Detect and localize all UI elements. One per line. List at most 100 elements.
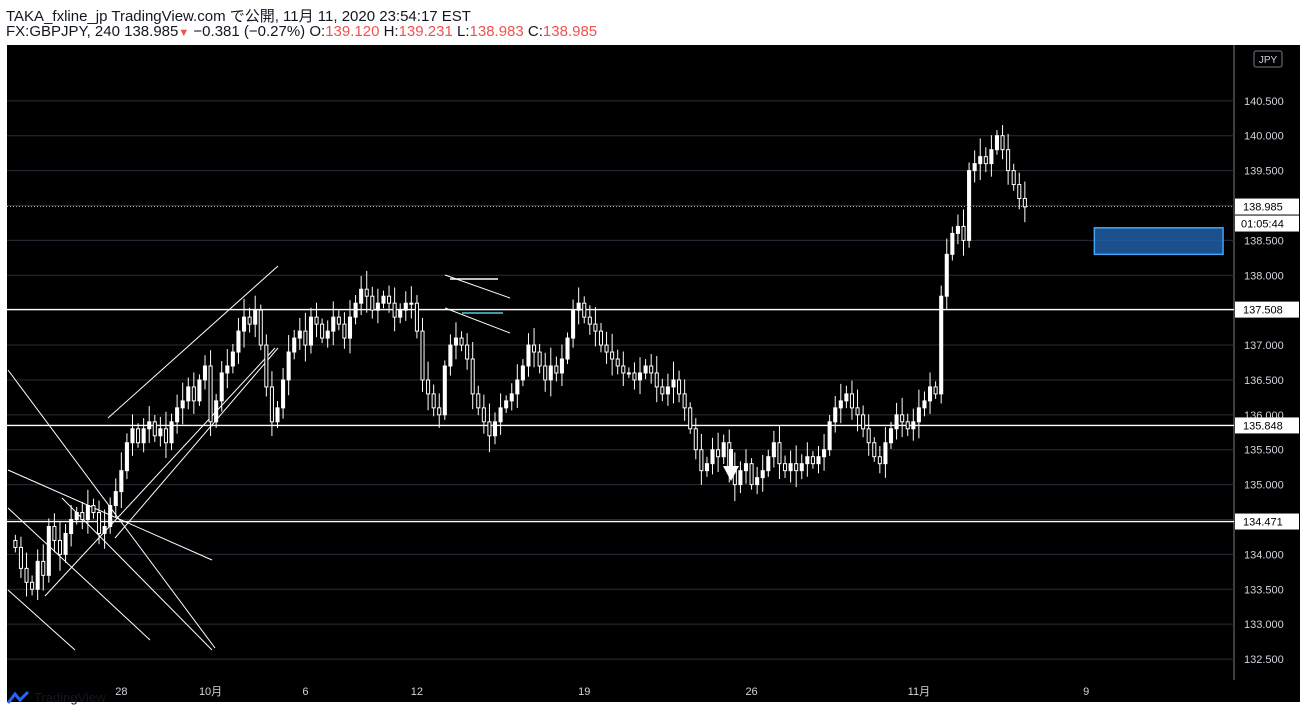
y-tick-label: 135.000 <box>1244 480 1284 492</box>
candle-body <box>855 407 860 416</box>
close-value: 138.985 <box>542 23 598 40</box>
candle-body <box>303 330 308 346</box>
candle-body <box>202 365 208 381</box>
candle-body <box>894 414 899 430</box>
candle-body <box>197 379 202 402</box>
y-tick-label: 133.000 <box>1244 619 1284 631</box>
candle-body <box>933 386 938 395</box>
candle-body <box>18 546 23 569</box>
candle-body <box>626 372 631 375</box>
plot-area <box>7 45 1234 680</box>
candle-body <box>275 407 280 423</box>
trend-line <box>44 347 276 597</box>
candle-body <box>805 456 810 465</box>
candle-body <box>693 428 698 451</box>
candle-body <box>253 309 258 325</box>
candle-body <box>286 351 291 381</box>
candle-body <box>760 470 765 479</box>
candle-body <box>598 330 604 346</box>
candle-body <box>314 316 319 325</box>
x-tick-label: 6 <box>302 686 308 698</box>
x-tick-label: 11月 <box>908 686 930 698</box>
candle-body <box>900 414 905 423</box>
open-label: O: <box>309 23 326 40</box>
candle-body <box>264 344 269 388</box>
candle-body <box>615 358 620 367</box>
candle-body <box>331 316 336 332</box>
candle-body <box>610 351 615 360</box>
y-tick-label: 132.500 <box>1244 654 1284 666</box>
candle-body <box>13 539 18 548</box>
candle-body <box>928 386 933 402</box>
candle-body <box>124 442 129 472</box>
demand-zone-box <box>1093 227 1224 256</box>
candle-body <box>498 407 503 423</box>
candle-body <box>175 407 180 423</box>
candle-body <box>844 393 849 402</box>
candle-body <box>571 309 576 339</box>
candle-body <box>297 330 302 339</box>
candle-body <box>688 407 693 430</box>
candle-body <box>515 379 520 395</box>
candle-body <box>526 344 531 367</box>
candle-body <box>777 442 782 465</box>
candle-body <box>704 463 709 472</box>
candle-body <box>1011 170 1016 186</box>
candle-body <box>861 414 866 430</box>
candle-body <box>113 491 118 507</box>
candle-body <box>955 225 960 234</box>
candle-body <box>682 393 687 409</box>
price-axis <box>1234 45 1300 680</box>
low-label: L: <box>457 23 470 40</box>
y-tick-label: 140.500 <box>1244 96 1284 108</box>
change-value: −0.381 (−0.27%) <box>193 23 306 40</box>
candle-body <box>147 421 152 430</box>
high-value: 139.231 <box>398 23 453 40</box>
candle-body <box>169 421 174 444</box>
candle-body <box>632 372 637 381</box>
x-tick-label: 19 <box>578 686 590 698</box>
y-tick-label: 137.000 <box>1244 340 1284 352</box>
x-tick-label: 26 <box>745 686 757 698</box>
candle-body <box>242 316 247 332</box>
candle-body <box>414 302 419 332</box>
candle-body <box>325 330 330 339</box>
candle-body <box>833 407 838 423</box>
y-tick-label: 135.500 <box>1244 445 1284 457</box>
last-price-box <box>1235 198 1299 215</box>
candle-body <box>158 428 163 437</box>
trend-line <box>114 347 279 539</box>
candle-body <box>888 428 894 444</box>
candle-body <box>225 365 230 374</box>
candle-body <box>637 372 643 381</box>
candle-body <box>677 379 682 395</box>
level-label-box <box>1235 301 1299 318</box>
candle-body <box>1017 184 1022 200</box>
candle-body <box>269 386 274 423</box>
y-tick-label: 134.000 <box>1244 549 1284 561</box>
candle-body <box>939 295 944 395</box>
candle-body <box>587 316 592 325</box>
candle-body <box>849 393 854 409</box>
candle-body <box>738 470 743 486</box>
candle-body <box>593 323 598 332</box>
candle-body <box>816 456 821 465</box>
candle-body <box>392 302 397 318</box>
brand-label: TradingView <box>34 690 106 705</box>
candle-body <box>453 337 459 346</box>
candle-body <box>665 386 670 395</box>
candle-body <box>41 560 46 576</box>
candle-body <box>621 365 626 374</box>
candle-body <box>347 316 353 339</box>
candle-body <box>576 302 581 311</box>
candle-body <box>671 379 676 388</box>
candle-body <box>420 330 425 381</box>
symbol-label: FX:GBPJPY, 240 <box>6 23 120 40</box>
candle-body <box>308 316 313 346</box>
candle-body <box>649 365 654 374</box>
time-axis <box>7 680 1300 702</box>
candle-body <box>989 149 994 165</box>
candle-body <box>766 456 771 472</box>
down-triangle-icon: ▼ <box>178 27 190 39</box>
